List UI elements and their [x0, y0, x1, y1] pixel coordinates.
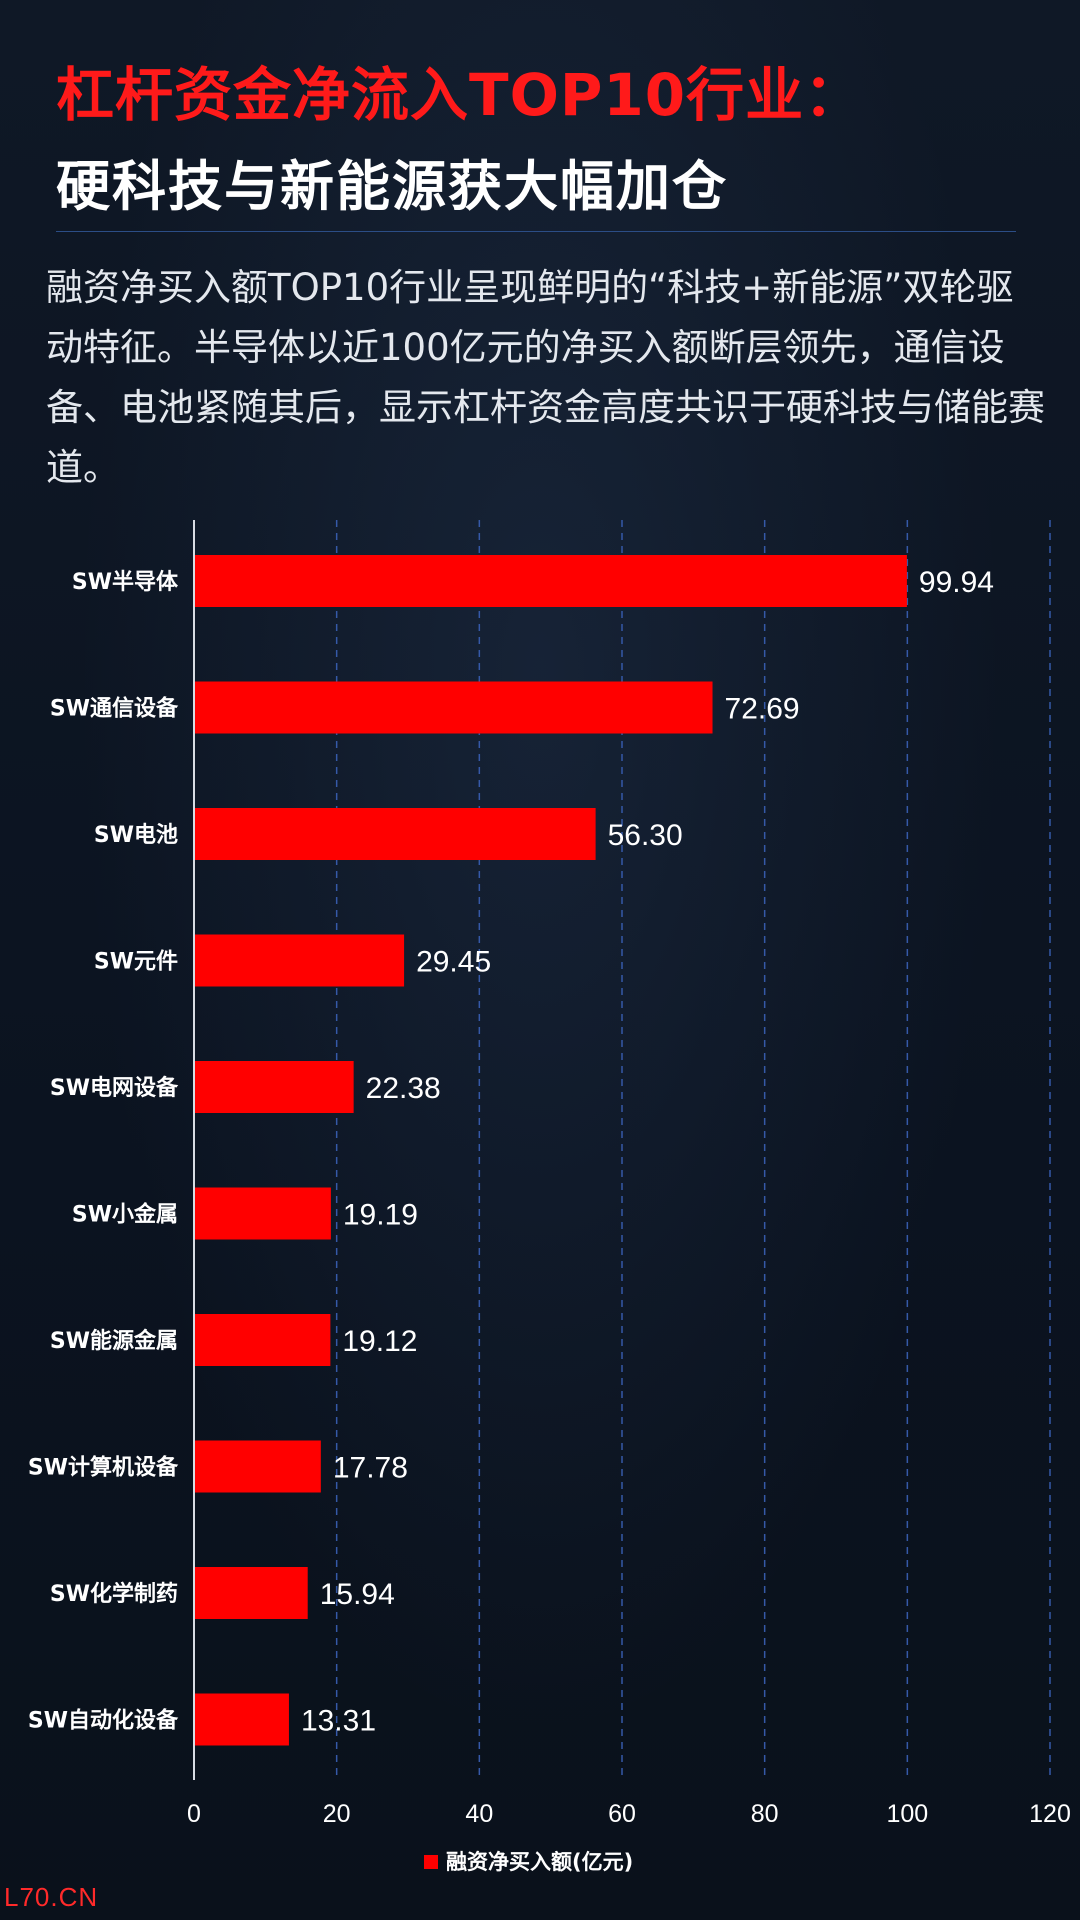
bar — [194, 1061, 354, 1113]
category-label: SW电池 — [94, 823, 178, 848]
bar — [194, 1314, 331, 1366]
category-label: SW半导体 — [72, 570, 179, 595]
bar — [194, 808, 596, 860]
value-label: 13.31 — [301, 1705, 376, 1738]
category-label: SW能源金属 — [50, 1328, 178, 1354]
x-tick-label: 80 — [751, 1800, 779, 1828]
bar — [194, 681, 713, 734]
bar — [194, 934, 405, 987]
x-tick-label: 0 — [187, 1800, 201, 1828]
value-label: 29.45 — [416, 946, 491, 979]
category-label: SW计算机设备 — [28, 1455, 179, 1481]
bar — [194, 1440, 321, 1493]
legend-label: 融资净买入额(亿元) — [446, 1850, 633, 1874]
value-labels: 99.94 72.69 56.30 29.45 22.38 19.19 19.12 17.78… — [301, 566, 994, 1738]
x-tick-label: 120 — [1029, 1800, 1071, 1828]
category-label: SW自动化设备 — [28, 1708, 179, 1734]
value-label: 99.94 — [919, 566, 994, 599]
bar — [194, 1693, 289, 1746]
x-tick-label: 100 — [886, 1800, 928, 1828]
category-label: SW通信设备 — [50, 696, 179, 722]
value-label: 15.94 — [320, 1578, 395, 1611]
category-label: SW小金属 — [72, 1202, 178, 1228]
value-label: 17.78 — [333, 1452, 408, 1485]
value-label: 22.38 — [366, 1072, 441, 1105]
x-axis-ticks: 0 20 40 60 80 100 120 — [187, 1800, 1071, 1828]
legend: 融资净买入额(亿元) — [424, 1850, 633, 1874]
value-label: 19.19 — [343, 1199, 418, 1232]
header-divider — [56, 231, 1016, 232]
bar — [194, 1187, 331, 1240]
value-label: 56.30 — [608, 819, 683, 852]
legend-swatch — [424, 1855, 438, 1869]
bar — [194, 1567, 308, 1619]
title-primary: 杠杆资金净流入TOP10行业： — [56, 61, 864, 129]
value-label: 19.12 — [342, 1325, 417, 1358]
category-labels: SW半导体 SW通信设备 SW电池 SW元件 SW电网设备 SW小金属 SW能源金属 SW计算… — [28, 570, 179, 1734]
x-tick-label: 20 — [323, 1800, 351, 1828]
watermark: L70.CN — [4, 1882, 99, 1912]
x-tick-label: 40 — [465, 1800, 493, 1828]
bar — [194, 555, 907, 607]
description-text: 融资净买入额TOP10行业呈现鲜明的“科技+新能源”双轮驱动特征。半导体以近10… — [46, 266, 1045, 489]
bars — [194, 555, 907, 1746]
category-label: SW化学制药 — [50, 1581, 178, 1607]
category-label: SW元件 — [94, 950, 178, 975]
value-label: 72.69 — [725, 693, 800, 726]
category-label: SW电网设备 — [50, 1075, 179, 1101]
x-tick-label: 60 — [608, 1800, 636, 1828]
title-secondary: 硬科技与新能源获大幅加仓 — [56, 155, 728, 218]
